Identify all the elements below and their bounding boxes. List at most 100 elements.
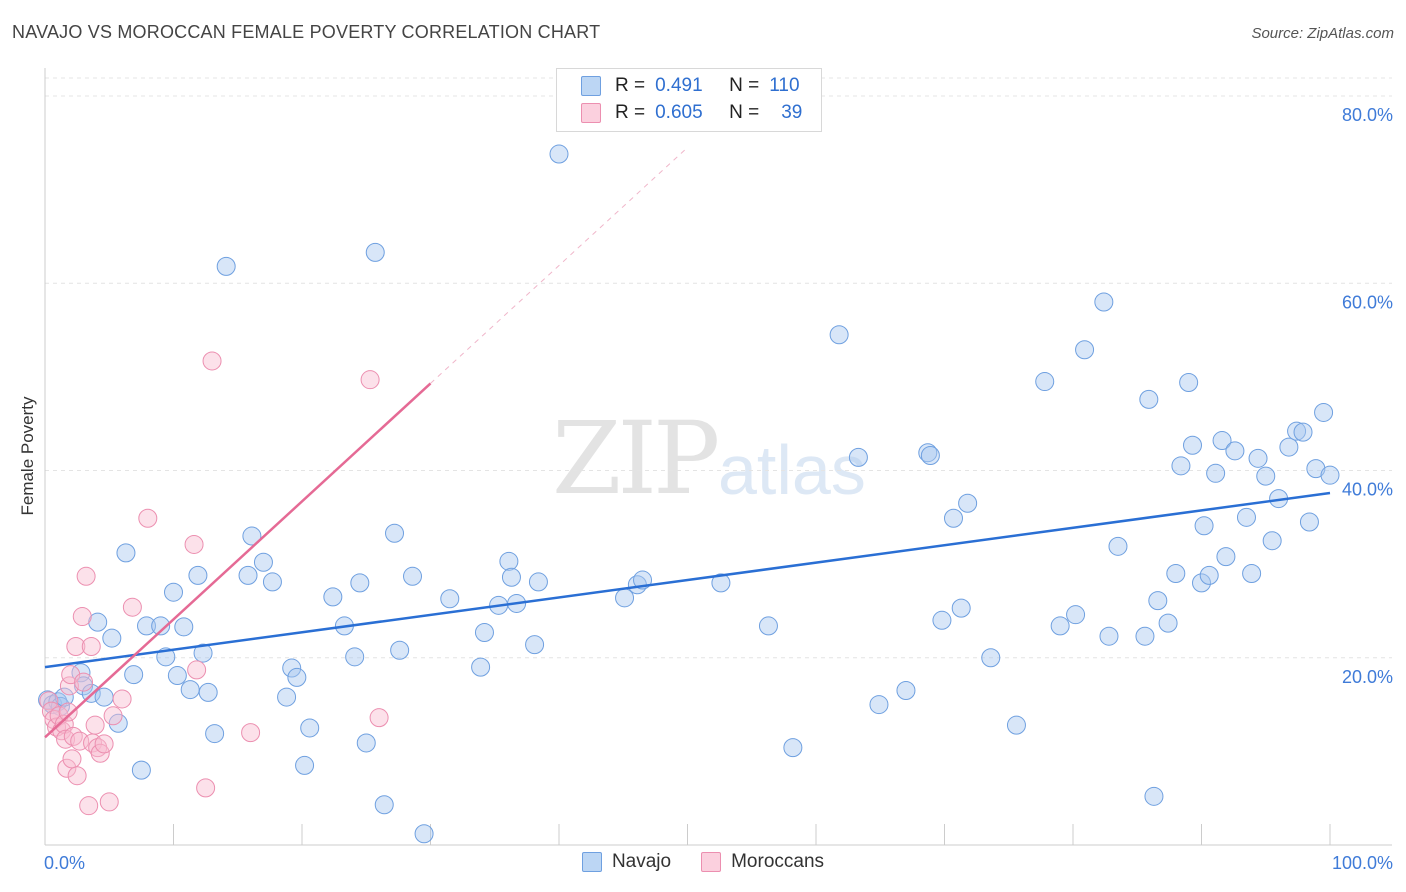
stats-legend: R = 0.491 N = 110 R = 0.605 N = 39: [556, 68, 822, 132]
chart-title: NAVAJO VS MOROCCAN FEMALE POVERTY CORREL…: [12, 22, 601, 42]
watermark-zip: ZIP: [552, 400, 720, 517]
legend-row-navajo: R = 0.491 N = 110: [557, 73, 800, 99]
point-moroccans-26: [94, 734, 114, 754]
point-navajo-34: [295, 755, 315, 775]
point-moroccans-19: [76, 566, 96, 586]
point-navajo-62: [783, 738, 803, 758]
point-moroccans-34: [196, 778, 216, 798]
series-legend-swatch-moroccans: [701, 852, 722, 872]
point-navajo-67: [918, 443, 938, 463]
point-navajo-35: [300, 718, 320, 738]
point-navajo-60: [711, 573, 731, 593]
point-navajo-66: [896, 681, 916, 701]
legend-n-label: N =: [729, 102, 760, 123]
point-navajo-72: [958, 493, 978, 513]
point-navajo-74: [1006, 715, 1026, 735]
point-navajo-99: [1242, 563, 1262, 583]
point-navajo-70: [943, 508, 963, 528]
point-navajo-64: [848, 447, 868, 467]
point-navajo-21: [180, 680, 200, 700]
point-navajo-92: [1194, 516, 1214, 536]
point-navajo-24: [198, 682, 218, 702]
legend-row-moroccans: R = 0.605 N = 39: [557, 100, 802, 126]
point-navajo-9: [94, 687, 114, 707]
y-tick-label-80: 80.0%: [1342, 105, 1393, 125]
point-navajo-101: [1256, 466, 1276, 486]
x-tick-label-max: 100.0%: [1332, 853, 1393, 873]
point-navajo-54: [525, 635, 545, 655]
point-navajo-102: [1262, 531, 1282, 551]
point-moroccans-25: [90, 743, 110, 763]
y-tick-label-60: 60.0%: [1342, 292, 1393, 312]
point-navajo-75: [1035, 372, 1055, 392]
series-legend-swatch-navajo: [581, 852, 602, 872]
point-navajo-88: [1171, 456, 1191, 476]
point-navajo-87: [1166, 563, 1186, 583]
point-navajo-47: [440, 589, 460, 609]
y-tick-label-20: 20.0%: [1342, 667, 1393, 687]
point-navajo-28: [242, 526, 262, 546]
point-navajo-90: [1183, 435, 1203, 455]
series-legend-label-navajo: Navajo: [611, 851, 672, 872]
point-navajo-42: [374, 795, 394, 815]
legend-n-label: N =: [729, 75, 760, 96]
point-moroccans-38: [369, 708, 389, 728]
trendline-navajo: [44, 491, 1331, 669]
point-navajo-31: [277, 687, 297, 707]
point-moroccans-9: [58, 702, 78, 722]
point-navajo-10: [102, 628, 122, 648]
point-moroccans-30: [122, 597, 142, 617]
point-navajo-52: [501, 567, 521, 587]
point-navajo-48: [471, 657, 491, 677]
point-navajo-1: [43, 695, 63, 715]
y-tick-label-40: 40.0%: [1342, 480, 1393, 500]
trendline-moroccans: [44, 382, 432, 739]
legend-swatch-navajo: [581, 76, 601, 96]
point-navajo-4: [54, 687, 74, 707]
point-moroccans-8: [57, 758, 77, 778]
point-navajo-36: [323, 587, 343, 607]
point-navajo-78: [1075, 340, 1095, 360]
point-navajo-39: [350, 573, 370, 593]
point-navajo-97: [1225, 441, 1245, 461]
legend-r-value-moroccans: 0.605: [655, 102, 703, 123]
point-navajo-45: [403, 566, 423, 586]
x-tick-label-min: 0.0%: [44, 853, 85, 873]
point-moroccans-27: [99, 792, 119, 812]
point-navajo-27: [238, 565, 258, 585]
point-navajo-19: [167, 666, 187, 686]
point-navajo-93: [1199, 565, 1219, 585]
point-navajo-91: [1192, 573, 1211, 593]
point-navajo-14: [131, 760, 151, 780]
point-moroccans-29: [112, 689, 132, 709]
point-navajo-20: [174, 617, 194, 637]
point-navajo-82: [1135, 626, 1155, 646]
point-moroccans-17: [72, 607, 92, 627]
point-navajo-71: [951, 598, 971, 618]
point-moroccans-32: [184, 534, 204, 554]
point-navajo-69: [932, 610, 952, 630]
point-navajo-13: [124, 665, 144, 685]
legend-r-label: R =: [615, 75, 646, 96]
point-navajo-29: [253, 552, 273, 572]
point-navajo-106: [1293, 422, 1313, 442]
point-navajo-16: [151, 616, 171, 636]
point-navajo-100: [1248, 448, 1268, 468]
point-navajo-108: [1306, 459, 1326, 479]
point-navajo-68: [920, 446, 940, 466]
point-navajo-85: [1148, 591, 1168, 611]
point-navajo-12: [116, 543, 136, 563]
point-navajo-79: [1094, 292, 1114, 312]
point-navajo-109: [1314, 402, 1334, 422]
point-navajo-98: [1236, 507, 1256, 527]
source-label: Source: ZipAtlas.com: [1251, 25, 1394, 42]
point-navajo-56: [549, 144, 569, 164]
point-navajo-95: [1212, 431, 1232, 451]
point-navajo-18: [164, 582, 183, 602]
point-navajo-38: [345, 647, 365, 667]
point-navajo-55: [528, 572, 548, 592]
point-navajo-86: [1158, 613, 1178, 633]
point-navajo-110: [1320, 465, 1340, 485]
point-moroccans-14: [66, 637, 86, 657]
